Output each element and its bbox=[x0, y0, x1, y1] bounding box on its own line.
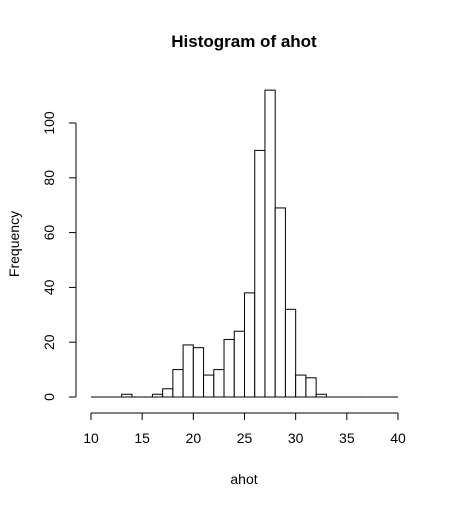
y-tick-label: 20 bbox=[41, 334, 57, 350]
y-axis-label: Frequency bbox=[6, 211, 22, 277]
x-tick-label: 25 bbox=[237, 430, 253, 446]
histogram-bar bbox=[203, 374, 215, 398]
histogram-bar bbox=[172, 369, 184, 398]
y-tick-label: 0 bbox=[41, 393, 57, 401]
y-axis: 0 20 40 60 80 100 bbox=[41, 111, 77, 401]
histogram-bar bbox=[182, 344, 194, 398]
y-tick-label: 80 bbox=[41, 170, 57, 186]
histogram-bar bbox=[264, 89, 276, 398]
histogram-bar bbox=[315, 393, 327, 398]
histogram-bar bbox=[254, 149, 266, 398]
x-tick-label: 15 bbox=[134, 430, 150, 446]
histogram-bar bbox=[192, 347, 205, 398]
histogram-bar bbox=[162, 388, 174, 398]
y-tick-label: 100 bbox=[41, 111, 57, 135]
histogram-bar bbox=[274, 207, 286, 398]
histogram-bar bbox=[121, 393, 133, 398]
histogram-bar bbox=[233, 330, 245, 398]
histogram-bar bbox=[284, 308, 297, 398]
x-tick-label: 35 bbox=[339, 430, 355, 446]
x-tick-label: 20 bbox=[186, 430, 202, 446]
bars-group bbox=[91, 89, 398, 398]
histogram-bar bbox=[305, 377, 317, 398]
histogram-bar bbox=[244, 292, 256, 398]
histogram-bar bbox=[213, 369, 225, 398]
chart-title: Histogram of ahot bbox=[171, 32, 317, 51]
histogram-bar bbox=[151, 393, 164, 398]
x-tick-label: 40 bbox=[390, 430, 406, 446]
x-tick-label: 10 bbox=[83, 430, 99, 446]
x-axis: 10 15 20 25 30 35 40 bbox=[83, 412, 406, 446]
x-tick-label: 30 bbox=[288, 430, 304, 446]
x-axis-label: ahot bbox=[230, 471, 257, 487]
y-tick-label: 40 bbox=[41, 279, 57, 295]
histogram-bar bbox=[223, 338, 235, 398]
y-tick-label: 60 bbox=[41, 225, 57, 241]
histogram-bar bbox=[295, 374, 307, 398]
